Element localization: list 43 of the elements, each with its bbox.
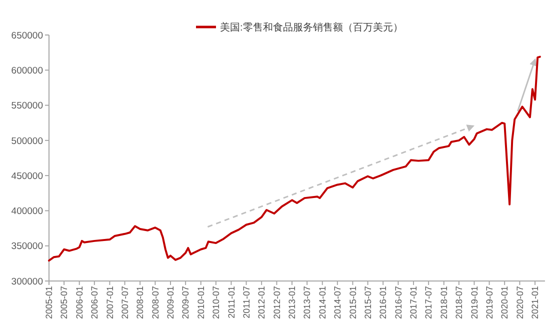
- x-tick-label: 2019-07: [484, 286, 494, 320]
- legend-label: 美国:零售和食品服务销售额（百万美元）: [220, 22, 403, 34]
- x-tick-label: 2012-01: [256, 286, 267, 320]
- x-tick-label: 2005-01: [44, 286, 54, 320]
- y-tick-label: 500000: [11, 136, 43, 147]
- x-tick-label: 2006-07: [90, 286, 100, 320]
- x-tick-label: 2008-01: [135, 286, 146, 320]
- y-tick-label: 450000: [11, 170, 43, 182]
- x-tick-label: 2009-01: [166, 286, 176, 320]
- x-tick-label: 2008-07: [150, 286, 160, 320]
- x-tick-label: 2005-07: [59, 286, 70, 320]
- x-tick-label: 2013-01: [287, 286, 298, 320]
- x-tick-label: 2016-07: [393, 286, 404, 320]
- y-tick-label: 400000: [11, 206, 43, 218]
- y-tick-label: 650000: [11, 30, 43, 42]
- x-tick-label: 2010-07: [211, 286, 222, 320]
- y-tick-label: 350000: [11, 241, 43, 252]
- x-tick-label: 2021-01: [530, 286, 540, 320]
- x-tick-label: 2018-07: [454, 286, 464, 320]
- x-tick-label: 2014-01: [318, 286, 328, 320]
- x-tick-label: 2009-07: [180, 286, 191, 320]
- x-tick-label: 2011-01: [226, 286, 236, 318]
- x-tick-label: 2010-01: [196, 286, 206, 320]
- line-series: [48, 56, 541, 262]
- x-tick-label: 2011-07: [241, 286, 252, 318]
- x-tick-label: 2019-01: [469, 286, 480, 320]
- x-tick-label: 2013-07: [302, 286, 312, 320]
- x-tick-label: 2020-07: [514, 286, 525, 320]
- x-tick-label: 2007-07: [120, 286, 130, 320]
- y-tick-label: 300000: [11, 276, 43, 288]
- x-tick-label: 2006-01: [74, 286, 85, 320]
- x-tick-label: 2015-01: [348, 286, 358, 320]
- x-tick-label: 2014-07: [332, 286, 343, 320]
- x-tick-label: 2015-07: [362, 286, 373, 320]
- x-tick-label: 2017-01: [408, 286, 419, 320]
- x-tick-label: 2016-01: [378, 286, 388, 320]
- x-tick-label: 2018-01: [439, 286, 450, 320]
- x-tick-label: 2017-07: [424, 286, 434, 320]
- x-tick-label: 2007-01: [104, 286, 115, 320]
- x-tick-label: 2020-01: [500, 286, 510, 320]
- y-tick-label: 600000: [11, 65, 43, 76]
- y-tick-label: 550000: [11, 100, 43, 112]
- x-tick-label: 2012-07: [272, 286, 282, 320]
